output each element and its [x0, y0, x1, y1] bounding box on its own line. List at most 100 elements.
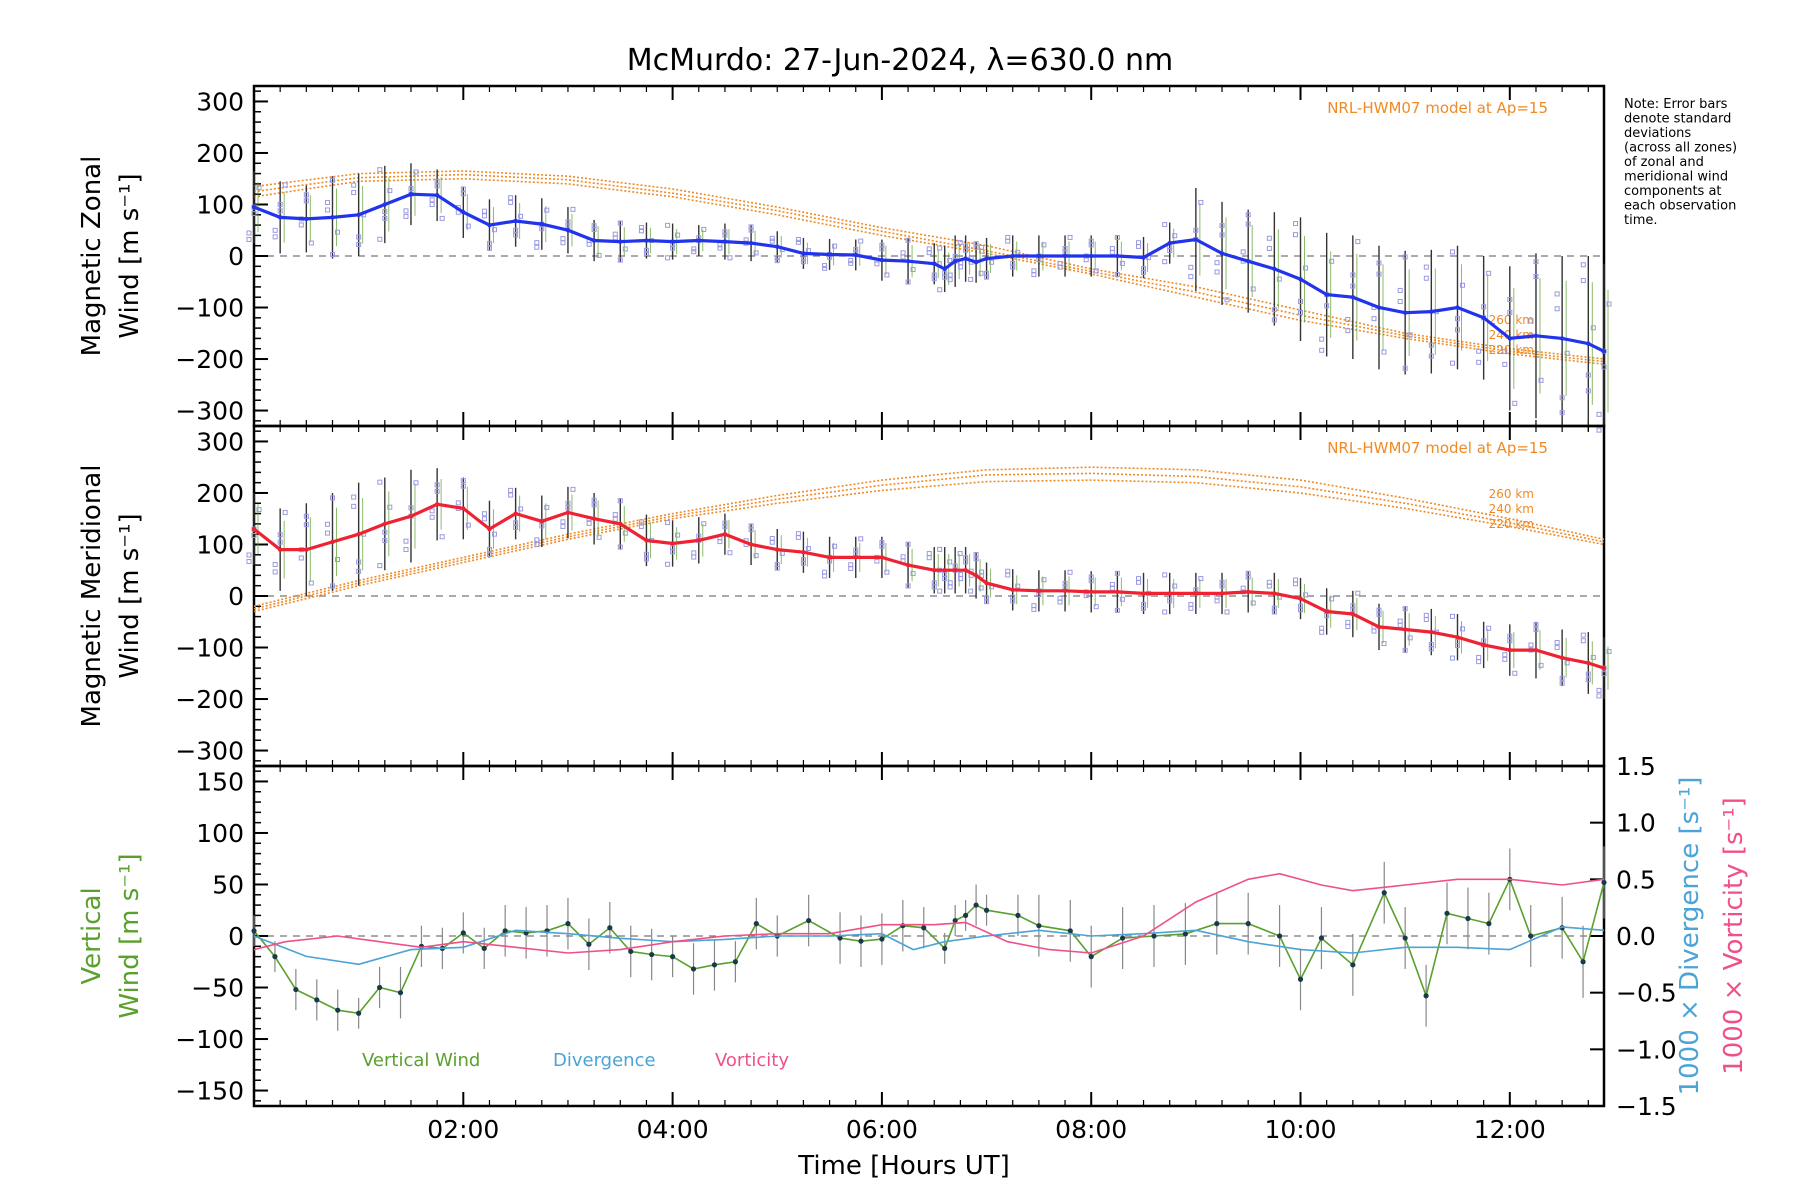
zone-sample [434, 183, 440, 189]
y-right-tick-label: 1.5 [1616, 752, 1656, 781]
zone-sample [534, 541, 540, 547]
zone-sample [1067, 234, 1073, 240]
zone-sample [560, 236, 566, 242]
vertical-wind-point [356, 1010, 362, 1016]
note-line: of zonal and [1624, 155, 1704, 170]
zone-sample [1428, 353, 1434, 359]
x-tick-label: 08:00 [1055, 1115, 1127, 1144]
vertical-wind-point [1297, 976, 1304, 982]
meridional-wind-point [853, 555, 858, 560]
zone-sample [1245, 221, 1251, 227]
zone-sample [1031, 603, 1037, 609]
y-tick-label: −200 [175, 685, 244, 714]
x-tick-label: 04:00 [637, 1115, 709, 1144]
zone-sample [848, 258, 854, 264]
zone-sample [1119, 260, 1125, 266]
zone-sample [1010, 260, 1016, 266]
zone-sample [879, 242, 885, 248]
meridional-wind-point [1141, 591, 1146, 596]
zone-sample [1319, 625, 1325, 631]
zone-sample [491, 531, 497, 537]
zone-sample [455, 500, 461, 506]
zonal-wind-point [853, 252, 858, 258]
y-right-tick-label: 0.5 [1616, 865, 1656, 894]
zone-sample [460, 186, 466, 192]
y-axis-label: Vertical Wind [m s⁻¹] [77, 853, 145, 1018]
zone-sample [277, 208, 283, 214]
zone-sample [1355, 590, 1361, 596]
zone-sample [1057, 260, 1063, 266]
vertical-wind-point [1350, 962, 1356, 968]
meridional-wind-point [748, 542, 754, 547]
zone-sample [1381, 349, 1387, 355]
meridional-wind-point [1350, 611, 1356, 617]
divergence-line [253, 926, 1605, 966]
zonal-wind-point [1036, 253, 1042, 259]
zone-sample [984, 595, 990, 601]
zone-sample [251, 211, 257, 217]
vertical-wind-point [1245, 921, 1251, 927]
model-height-label: 260 km [1489, 487, 1534, 501]
zone-sample [486, 241, 492, 247]
zone-sample [277, 201, 283, 207]
zone-sample [429, 508, 435, 514]
zone-sample [1402, 254, 1408, 260]
zone-sample [952, 254, 958, 260]
zonal-wind-point [1062, 253, 1068, 259]
zone-sample [1031, 268, 1037, 274]
zone-sample [1559, 410, 1565, 416]
meridional-wind-point [973, 573, 979, 578]
zone-sample [1188, 602, 1194, 608]
zone-sample [727, 255, 733, 261]
zone-sample [1172, 583, 1178, 589]
meridional-wind-point [382, 521, 388, 527]
vertical-wind-point [952, 917, 958, 924]
model-curve-240km [253, 472, 1605, 610]
y-tick-label: 200 [196, 139, 244, 168]
zonal-wind-point [591, 238, 597, 243]
meridional-wind-point [1376, 624, 1382, 630]
zone-sample [544, 207, 550, 213]
zone-sample [1580, 632, 1586, 638]
zone-sample [643, 247, 649, 253]
zone-sample [460, 191, 466, 197]
zonal-wind-point [879, 257, 885, 263]
meridional-wind-point [722, 531, 728, 537]
zone-sample [1402, 606, 1408, 612]
y-axis-label: Magnetic Zonal Wind [m s⁻¹] [77, 156, 145, 357]
zone-sample [774, 561, 780, 567]
vertical-wind-point [1580, 959, 1586, 965]
zone-sample [832, 243, 838, 249]
zone-sample [947, 580, 953, 586]
meridional-wind-point [1245, 589, 1251, 595]
zone-sample [486, 245, 492, 251]
chart-title: McMurdo: 27-Jun-2024, λ=630.0 nm [627, 43, 1173, 78]
zone-sample [1554, 291, 1560, 297]
zone-sample [1298, 310, 1304, 316]
zone-sample [1141, 602, 1147, 608]
zone-sample [434, 482, 440, 488]
zone-sample [910, 570, 916, 576]
meridional-wind-point [1115, 589, 1120, 595]
meridional-wind-point [1272, 591, 1277, 596]
zone-sample [382, 529, 388, 535]
zone-sample [701, 521, 707, 527]
x-tick-label: 10:00 [1264, 1115, 1336, 1144]
vertical-wind-point [335, 1007, 341, 1013]
zone-sample [351, 494, 357, 500]
zone-sample [1214, 260, 1220, 266]
meridional-wind-point [1010, 587, 1015, 593]
zone-sample [377, 167, 383, 173]
zone-sample [1381, 641, 1387, 647]
zone-sample [570, 486, 576, 492]
zone-sample [926, 246, 932, 252]
zonal-wind-point [932, 261, 937, 266]
zone-sample [795, 531, 801, 537]
zonal-wind-point [487, 222, 492, 228]
zone-sample [565, 500, 571, 506]
vertical-wind-point [314, 997, 320, 1003]
y-tick-label: −100 [175, 634, 244, 663]
zone-sample [753, 250, 759, 256]
zone-sample [491, 227, 497, 233]
model-curve-260km [253, 170, 1605, 360]
